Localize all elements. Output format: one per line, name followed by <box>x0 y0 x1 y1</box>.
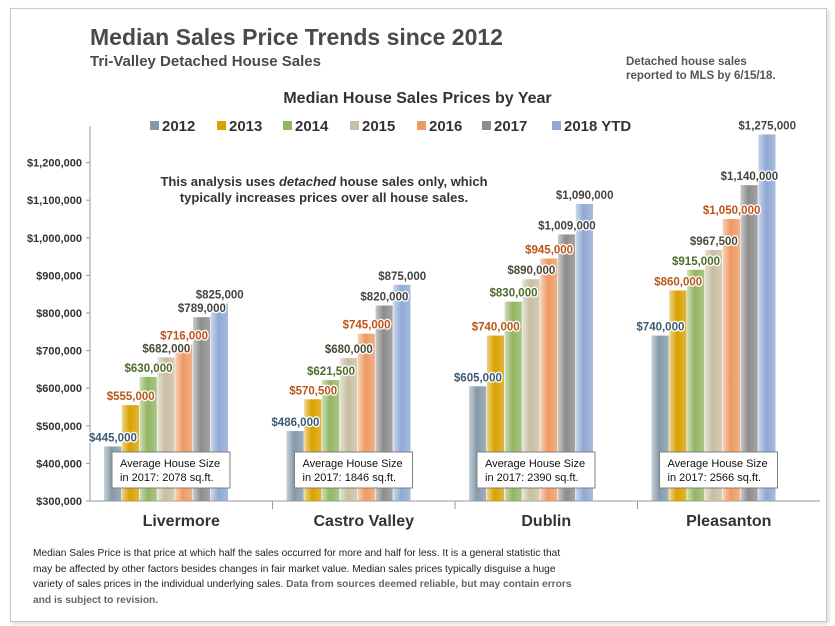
house-size-box <box>476 451 596 489</box>
data-label: $967,500 <box>690 236 738 248</box>
data-label: $745,000 <box>343 320 391 332</box>
legend-swatch <box>283 121 292 130</box>
legend-label: 2017 <box>494 118 527 135</box>
data-label: $1,009,000 <box>538 220 596 232</box>
data-label: $1,140,000 <box>721 171 779 183</box>
bar <box>575 203 593 501</box>
house-size-box <box>294 451 413 489</box>
house-size-text: in 2017: 2078 sq.ft. <box>120 472 214 484</box>
data-label: $825,000 <box>196 290 244 302</box>
legend-label: 2013 <box>229 118 262 135</box>
y-tick-label: $600,000 <box>36 383 82 395</box>
y-tick-label: $1,200,000 <box>27 158 82 170</box>
legend-swatch <box>417 121 426 130</box>
bar <box>740 185 758 501</box>
legend-swatch <box>150 121 159 130</box>
x-category-label: Castro Valley <box>314 513 415 530</box>
source-note: Detached house sales reported to MLS by … <box>626 55 796 83</box>
bar <box>558 234 576 501</box>
legend-swatch <box>482 121 491 130</box>
data-label: $445,000 <box>89 432 137 444</box>
data-label: $830,000 <box>490 288 538 300</box>
data-label: $1,090,000 <box>556 190 614 202</box>
data-label: $860,000 <box>654 276 702 288</box>
house-size-text: Average House Size <box>668 458 768 470</box>
data-label: $1,050,000 <box>703 205 761 217</box>
chart-annotation: typically increases prices over all hous… <box>180 190 468 205</box>
data-label: $486,000 <box>271 417 319 429</box>
legend-label: 2015 <box>362 118 395 135</box>
bar <box>393 284 411 501</box>
chart-title: Median House Sales Prices by Year <box>283 90 552 107</box>
data-label: $740,000 <box>636 322 684 334</box>
legend-swatch <box>350 121 359 130</box>
data-label: $605,000 <box>454 372 502 384</box>
data-label: $890,000 <box>507 265 555 277</box>
bar <box>504 301 522 501</box>
house-size-box <box>111 451 231 489</box>
chart-annotation: This analysis uses detached house sales … <box>160 174 487 189</box>
y-tick-label: $1,000,000 <box>27 233 82 245</box>
source-note-line-2: reported to MLS by 6/15/18. <box>626 70 776 82</box>
y-tick-label: $900,000 <box>36 270 82 282</box>
data-label: $680,000 <box>325 344 373 356</box>
data-label: $555,000 <box>107 391 155 403</box>
data-label: $621,500 <box>307 366 355 378</box>
house-size-text: Average House Size <box>485 458 585 470</box>
y-tick-label: $500,000 <box>36 421 82 433</box>
page-subtitle: Tri-Valley Detached House Sales <box>90 53 321 70</box>
x-category-label: Dublin <box>521 513 571 530</box>
bar <box>687 269 705 501</box>
data-label: $740,000 <box>472 322 520 334</box>
house-size-text: in 2017: 1846 sq.ft. <box>303 472 397 484</box>
data-label: $789,000 <box>178 303 226 315</box>
house-size-text: in 2017: 2566 sq.ft. <box>668 472 762 484</box>
bar <box>522 279 540 501</box>
bar <box>722 219 740 501</box>
x-category-label: Pleasanton <box>686 513 771 530</box>
data-label: $820,000 <box>360 291 408 303</box>
x-category-label: Livermore <box>143 513 220 530</box>
y-tick-label: $800,000 <box>36 308 82 320</box>
bar <box>758 134 776 501</box>
data-label: $682,000 <box>142 343 190 355</box>
legend-label: 2012 <box>162 118 195 135</box>
data-label: $1,275,000 <box>738 120 796 132</box>
footer-text: Median Sales Price is that price at whic… <box>33 548 561 590</box>
footer-disclaimer: Data from sources deemed reliable, but m… <box>33 579 572 606</box>
legend-label: 2016 <box>429 118 462 135</box>
footer-note: Median Sales Price is that price at whic… <box>33 546 573 608</box>
page-title: Median Sales Price Trends since 2012 <box>90 24 503 50</box>
legend-swatch <box>217 121 226 130</box>
bar <box>540 258 558 501</box>
data-label: $570,500 <box>289 385 337 397</box>
data-label: $630,000 <box>125 363 173 375</box>
house-size-text: Average House Size <box>120 458 220 470</box>
house-size-text: Average House Size <box>303 458 403 470</box>
bar <box>669 290 687 501</box>
legend-swatch <box>552 121 561 130</box>
legend-label: 2018 YTD <box>564 118 631 135</box>
house-size-text: in 2017: 2390 sq.ft. <box>485 472 579 484</box>
bar <box>704 250 723 501</box>
data-label: $945,000 <box>525 244 573 256</box>
y-tick-label: $300,000 <box>36 496 82 508</box>
house-size-box <box>659 451 778 489</box>
legend-label: 2014 <box>295 118 329 135</box>
source-note-line-1: Detached house sales <box>626 56 747 68</box>
data-label: $915,000 <box>672 256 720 268</box>
data-label: $875,000 <box>378 271 426 283</box>
data-label: $716,000 <box>160 331 208 343</box>
y-tick-label: $400,000 <box>36 458 82 470</box>
y-tick-label: $700,000 <box>36 346 82 358</box>
y-tick-label: $1,100,000 <box>27 195 82 207</box>
